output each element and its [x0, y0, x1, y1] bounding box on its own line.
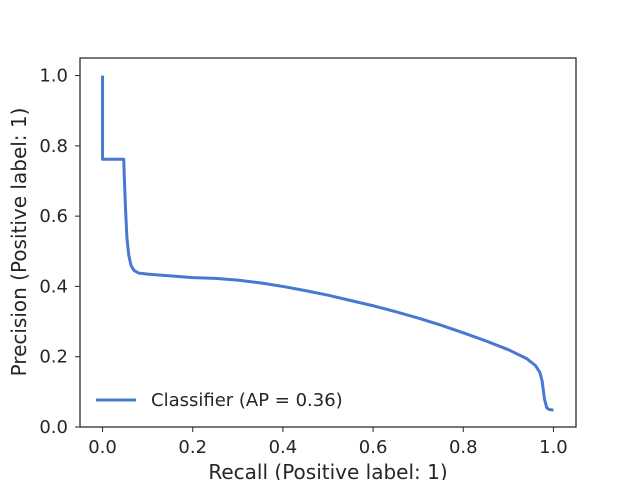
x-tick-label: 0.2: [178, 437, 207, 458]
series-layer: [101, 75, 554, 412]
y-tick-label: 0.8: [39, 136, 68, 157]
y-axis-ticks: 0.0 0.2 0.4 0.6 0.8 1.0: [39, 66, 80, 438]
x-tick-label: 1.0: [539, 437, 568, 458]
x-tick-label: 0.8: [449, 437, 478, 458]
legend: Classifier (AP = 0.36): [96, 390, 343, 411]
y-tick-label: 0.6: [39, 206, 68, 227]
x-tick-label: 0.4: [269, 437, 298, 458]
legend-label-classifier: Classifier (AP = 0.36): [151, 390, 343, 411]
plot-frame: [79, 57, 577, 428]
series-line-0: [101, 75, 554, 412]
y-tick-label: 1.0: [39, 66, 68, 87]
y-tick-label: 0.0: [39, 417, 68, 438]
y-axis-label: Precision (Positive label: 1): [7, 108, 31, 377]
y-tick-label: 0.4: [39, 276, 68, 297]
x-axis-ticks: 0.0 0.2 0.4 0.6 0.8 1.0: [88, 427, 568, 458]
x-tick-label: 0.6: [359, 437, 388, 458]
y-tick-label: 0.2: [39, 347, 68, 368]
x-axis-label: Recall (Positive label: 1): [208, 460, 447, 480]
x-tick-label: 0.0: [88, 437, 117, 458]
